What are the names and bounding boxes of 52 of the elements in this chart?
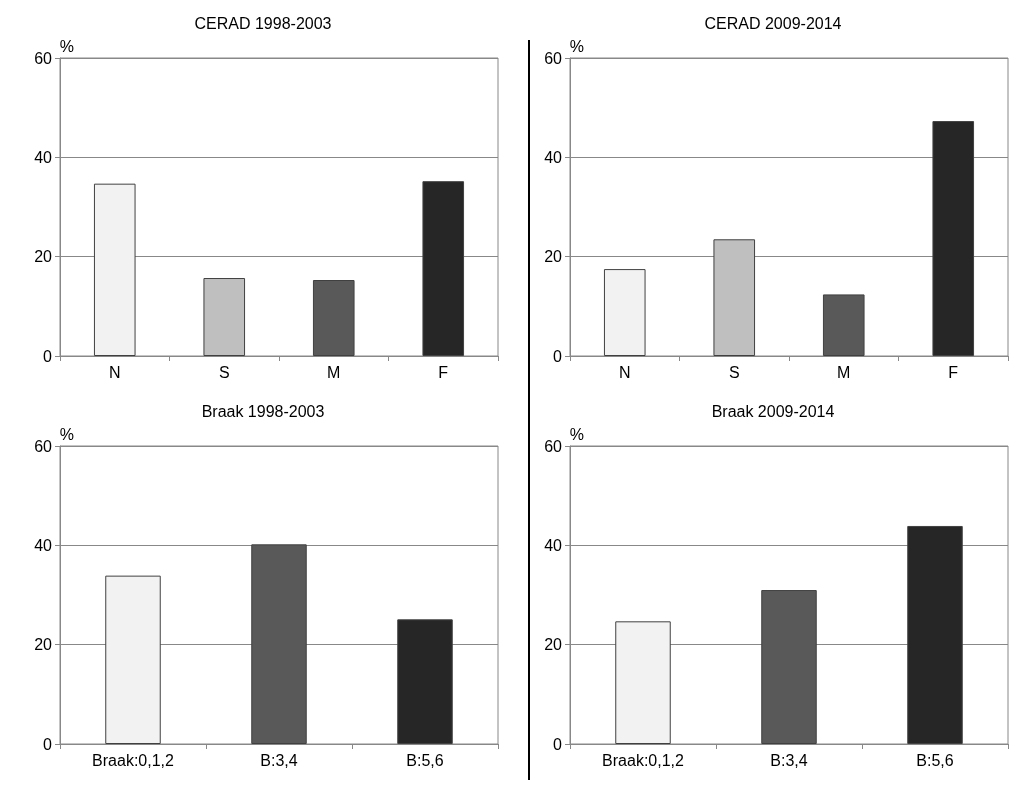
y-tick-label: 60 (544, 437, 563, 455)
y-tick-label: 60 (544, 49, 563, 67)
x-tick-label: B:5,6 (916, 751, 954, 769)
y-axis-title: % (569, 425, 584, 443)
y-axis-title: % (569, 37, 584, 55)
x-tick-label: S (218, 363, 230, 381)
bar (907, 525, 963, 744)
chart-title: CERAD 2009-2014 (704, 14, 842, 32)
chart-title: Braak 1998-2003 (201, 402, 325, 420)
x-tick-label: S (728, 363, 740, 381)
bar (422, 181, 465, 356)
chart-title: CERAD 1998-2003 (194, 14, 332, 32)
x-tick-label: B:5,6 (406, 751, 444, 769)
y-tick-label: 60 (34, 437, 53, 455)
y-tick-label: 0 (553, 735, 563, 753)
y-axis-title: % (59, 37, 74, 55)
y-tick-label: 60 (34, 49, 53, 67)
x-tick-label: Braak:0,1,2 (92, 751, 175, 769)
y-tick-label: 20 (34, 636, 53, 654)
bar (203, 278, 246, 356)
x-tick-label: N (108, 363, 121, 381)
y-axis-title: % (59, 425, 74, 443)
bar (932, 121, 975, 356)
bar (603, 269, 646, 356)
x-tick-label: F (948, 363, 959, 381)
y-tick-label: 40 (544, 536, 563, 554)
y-tick-label: 0 (553, 347, 563, 365)
y-tick-label: 40 (544, 148, 563, 166)
y-tick-label: 20 (544, 636, 563, 654)
x-tick-label: Braak:0,1,2 (602, 751, 685, 769)
bar (93, 183, 136, 356)
y-tick-label: 20 (544, 248, 563, 266)
bar (105, 575, 161, 744)
x-tick-label: M (837, 363, 851, 381)
x-tick-label: M (327, 363, 341, 381)
y-tick-label: 40 (34, 536, 53, 554)
bar (615, 621, 671, 744)
y-tick-label: 40 (34, 148, 53, 166)
bar (822, 294, 865, 356)
x-tick-label: F (438, 363, 449, 381)
bar (251, 544, 307, 744)
x-tick-label: N (618, 363, 631, 381)
y-tick-label: 20 (34, 248, 53, 266)
y-tick-label: 0 (43, 347, 53, 365)
chart-title: Braak 2009-2014 (711, 402, 835, 420)
bar (761, 590, 817, 744)
bar (312, 280, 355, 356)
y-tick-label: 0 (43, 735, 53, 753)
x-tick-label: B:3,4 (770, 751, 808, 769)
bar (397, 619, 453, 744)
bar (713, 239, 756, 356)
x-tick-label: B:3,4 (260, 751, 298, 769)
